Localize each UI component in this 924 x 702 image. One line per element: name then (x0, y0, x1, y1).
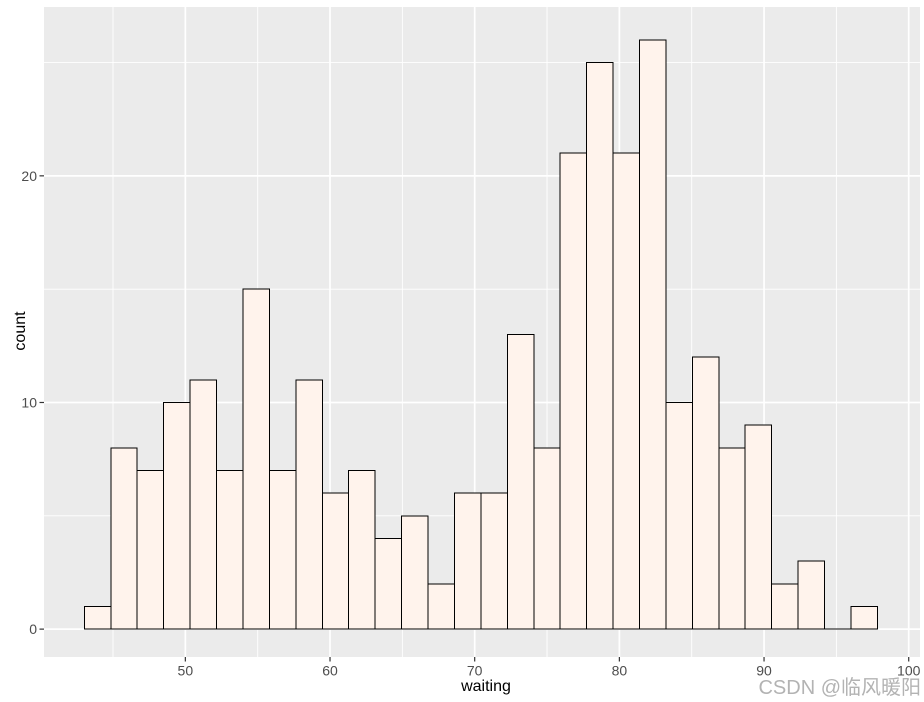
x-axis-title: waiting (461, 678, 511, 695)
histogram-bar (771, 583, 799, 630)
histogram-bar (401, 515, 429, 630)
histogram-bar (136, 469, 165, 630)
histogram-bar (533, 447, 561, 630)
histogram-bar (506, 333, 535, 630)
histogram-bar (110, 447, 138, 630)
histogram-bar (612, 152, 640, 630)
x-tick-label: 50 (178, 663, 194, 679)
x-tick-label: 100 (897, 663, 921, 679)
x-tick-label: 60 (322, 663, 338, 679)
histogram-bar (163, 401, 191, 630)
y-tick-label: 20 (21, 168, 37, 184)
histogram-bar (189, 379, 218, 630)
x-tick-label: 80 (612, 663, 628, 679)
histogram-bar (797, 560, 826, 630)
y-tick-label: 0 (29, 621, 37, 637)
histogram-bar (718, 447, 746, 630)
y-tick-label: 10 (21, 394, 37, 410)
histogram-bar (638, 39, 667, 630)
histogram-bar (453, 492, 482, 630)
histogram-bar (744, 424, 773, 630)
histogram-bar (665, 401, 693, 630)
histogram-bar (295, 379, 323, 630)
histogram-bar (480, 492, 508, 630)
watermark-text: CSDN @临风暖阳 (758, 677, 921, 699)
histogram-bar (242, 288, 270, 630)
x-tick-label: 70 (467, 663, 483, 679)
histogram-bar (691, 356, 720, 630)
histogram-bar (586, 62, 614, 630)
histogram-bar (850, 605, 878, 630)
x-tick-label: 90 (756, 663, 772, 679)
histogram-bar (348, 469, 376, 630)
y-axis-title: count (12, 311, 29, 351)
histogram-bar (321, 492, 350, 630)
histogram-bar (216, 469, 244, 630)
histogram-bar (559, 152, 588, 630)
histogram-bar (374, 537, 403, 630)
histogram-bar (83, 605, 112, 630)
histogram-bar (268, 469, 297, 630)
histogram-bar (427, 583, 455, 630)
